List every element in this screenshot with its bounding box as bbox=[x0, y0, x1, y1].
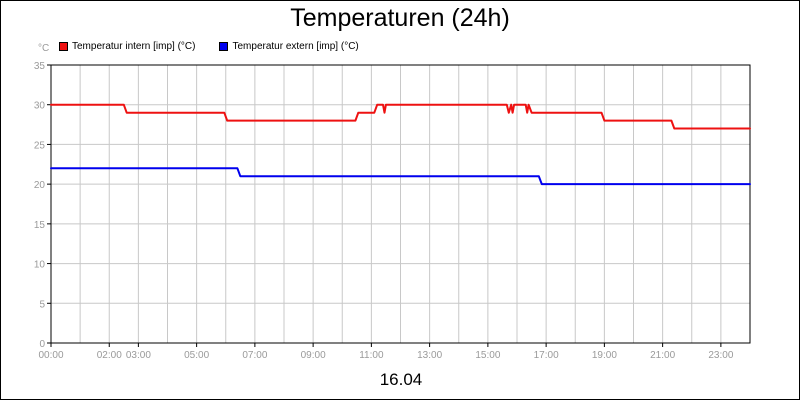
y-tick-label: 0 bbox=[39, 339, 45, 350]
y-tick-label: 15 bbox=[34, 220, 46, 231]
date-label: 16.04 bbox=[1, 370, 800, 390]
x-tick-label: 02:00 bbox=[97, 350, 122, 361]
y-tick-label: 20 bbox=[34, 180, 46, 191]
x-tick-label: 13:00 bbox=[417, 350, 442, 361]
y-tick-label: 10 bbox=[34, 260, 46, 271]
x-tick-label: 21:00 bbox=[650, 350, 675, 361]
y-tick-label: 30 bbox=[34, 101, 46, 112]
y-tick-label: 35 bbox=[34, 61, 46, 72]
x-tick-label: 23:00 bbox=[708, 350, 733, 361]
x-tick-label: 00:00 bbox=[38, 350, 63, 361]
x-tick-label: 07:00 bbox=[242, 350, 267, 361]
y-tick-label: 5 bbox=[39, 299, 45, 310]
x-tick-label: 11:00 bbox=[359, 350, 384, 361]
x-tick-label: 09:00 bbox=[301, 350, 326, 361]
y-tick-label: 25 bbox=[34, 140, 46, 151]
x-tick-label: 19:00 bbox=[592, 350, 617, 361]
x-tick-label: 17:00 bbox=[534, 350, 559, 361]
x-tick-label: 03:00 bbox=[126, 350, 151, 361]
x-tick-label: 05:00 bbox=[184, 350, 209, 361]
x-tick-label: 15:00 bbox=[475, 350, 500, 361]
